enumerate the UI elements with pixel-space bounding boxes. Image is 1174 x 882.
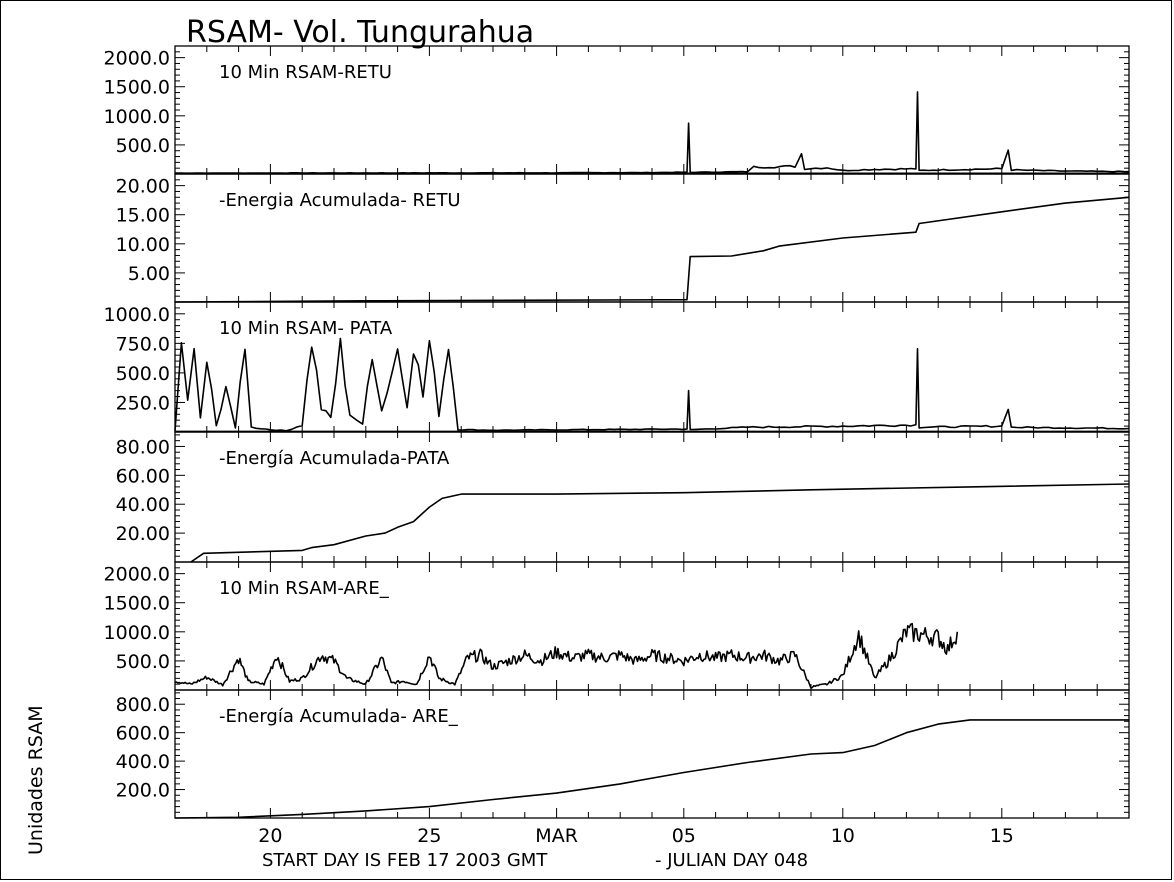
footer-julian-day: - JULIAN DAY 048 [655, 850, 808, 871]
series-line [190, 483, 1130, 563]
series-line [174, 622, 959, 689]
panel-title: -Energía Acumulada-PATA [219, 448, 450, 469]
y-tick-label: 10.00 [116, 234, 170, 256]
y-tick-label: 1500.0 [104, 593, 170, 615]
footer-start-day: START DAY IS FEB 17 2003 GMT [262, 850, 548, 871]
panel-4: 20.00 40.00 60.00 80.00 -Energía Acumulada-P… [116, 431, 1130, 563]
x-tick-label: 25 [417, 825, 441, 847]
panel-title: -Energia Acumulada- RETU [219, 190, 461, 211]
y-tick-label: 600.0 [116, 723, 170, 745]
y-tick-label: 500.0 [116, 363, 170, 385]
y-tick-label: 15.00 [116, 205, 170, 227]
panel-2: 5.00 10.00 15.00 20.00 -Energia Acumulada- R… [116, 173, 1130, 303]
panel-6: 200.0 400.0 600.0 800.0 -Energía Acumulada- … [116, 689, 1130, 819]
panel-title: 10 Min RSAM-ARE_ [219, 578, 390, 599]
y-tick-label: 2000.0 [104, 564, 170, 586]
y-axis-label: Unidades RSAM [25, 705, 47, 855]
series-line [174, 337, 1130, 432]
y-tick-label: 750.0 [116, 333, 170, 355]
x-tick-label: 05 [672, 825, 696, 847]
y-tick-label: 400.0 [116, 751, 170, 773]
series-line [174, 196, 1130, 303]
y-tick-label: 1500.0 [104, 77, 170, 99]
chart-title: RSAM- Vol. Tungurahua [186, 15, 534, 50]
x-tick-label: 15 [990, 825, 1014, 847]
y-tick-label: 1000.0 [104, 106, 170, 128]
panel-title: -Energía Acumulada- ARE_ [219, 706, 459, 727]
series-line [174, 719, 1129, 819]
y-tick-label: 250.0 [116, 392, 170, 414]
y-tick-label: 800.0 [116, 694, 170, 716]
y-tick-label: 20.00 [116, 176, 170, 198]
y-tick-label: 20.00 [116, 523, 170, 545]
y-tick-label: 1000.0 [104, 622, 170, 644]
panel-title: 10 Min RSAM-RETU [219, 62, 392, 83]
panel-5: 500.0 1000.0 1500.0 2000.0 10 Min RSAM-ARE_ [104, 561, 1130, 691]
panel-3: 250.0 500.0 750.0 1000.0 10 Min RSAM- PATA [104, 301, 1130, 433]
y-tick-label: 40.00 [116, 494, 170, 516]
x-tick-label: 10 [831, 825, 855, 847]
y-tick-label: 500.0 [116, 651, 170, 673]
y-tick-label: 500.0 [116, 135, 170, 157]
x-tick-label: MAR [535, 825, 578, 847]
y-tick-label: 1000.0 [104, 304, 170, 326]
panel-1: 500.0 1000.0 1500.0 2000.0 10 Min RSAM-RETU [104, 45, 1130, 175]
y-tick-label: 60.00 [116, 465, 170, 487]
y-tick-label: 200.0 [116, 780, 170, 802]
panel-title: 10 Min RSAM- PATA [219, 318, 393, 339]
y-tick-label: 5.00 [128, 263, 170, 285]
y-tick-label: 80.00 [116, 436, 170, 458]
x-tick-label: 20 [258, 825, 282, 847]
y-tick-label: 2000.0 [104, 48, 170, 70]
series-line [175, 91, 1130, 174]
